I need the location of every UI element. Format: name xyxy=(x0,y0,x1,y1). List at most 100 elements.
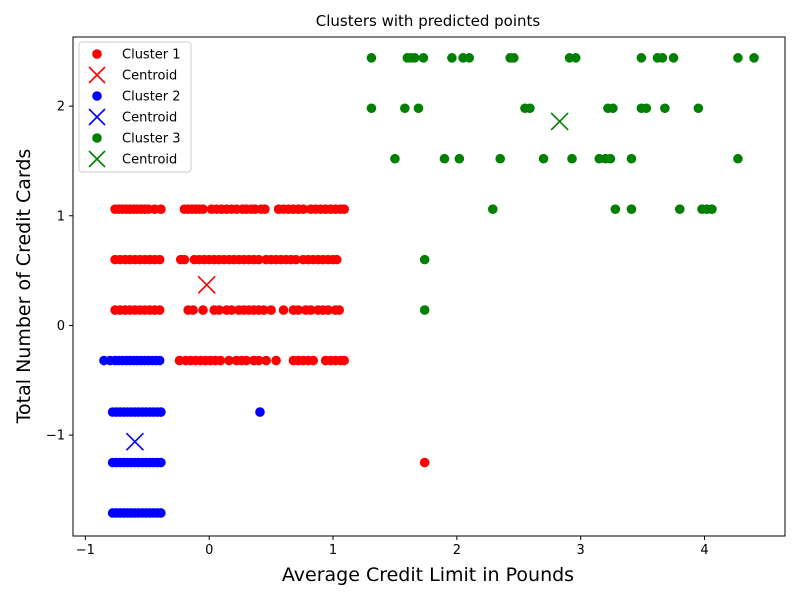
x-tick-label: −1 xyxy=(76,543,95,558)
legend-label: Centroid xyxy=(122,153,177,168)
data-point xyxy=(331,254,342,265)
legend-label: Centroid xyxy=(122,111,177,126)
data-point xyxy=(495,153,506,164)
data-point xyxy=(154,355,165,366)
data-point xyxy=(188,305,198,315)
data-point xyxy=(674,204,685,214)
plot-marks xyxy=(99,53,759,518)
legend-item: Centroid xyxy=(88,150,177,168)
plot-frame xyxy=(72,36,786,537)
legend-label: Cluster 3 xyxy=(122,132,181,147)
data-point xyxy=(487,204,498,214)
y-tick-label: 2 xyxy=(57,100,65,115)
data-point xyxy=(156,407,166,417)
x-tick-label: 4 xyxy=(700,543,708,558)
data-point xyxy=(266,305,276,315)
data-point xyxy=(323,305,333,315)
data-point xyxy=(278,305,289,315)
y-tick-label: 0 xyxy=(57,319,65,334)
series-2 xyxy=(99,355,265,518)
legend-marker-x xyxy=(88,108,106,126)
data-point xyxy=(413,103,424,114)
data-point xyxy=(308,355,319,366)
legend-marker-x xyxy=(88,66,106,84)
centroid-marker xyxy=(197,275,216,294)
series-5 xyxy=(550,112,569,131)
data-point xyxy=(439,153,450,164)
legend-box xyxy=(78,41,192,173)
legend-label: Centroid xyxy=(122,69,177,84)
data-point xyxy=(418,53,429,63)
data-point xyxy=(509,53,519,63)
data-point xyxy=(447,53,457,63)
data-point xyxy=(636,53,647,63)
data-point xyxy=(271,355,281,366)
data-point xyxy=(255,407,265,417)
data-point xyxy=(419,457,430,468)
legend-item: Cluster 3 xyxy=(92,132,181,147)
legend-label: Cluster 2 xyxy=(122,90,181,105)
series-1 xyxy=(197,275,216,294)
data-point xyxy=(154,305,165,315)
data-point xyxy=(214,305,224,315)
y-axis-label: Total Number of Credit Cards xyxy=(13,149,35,425)
data-point xyxy=(298,204,309,214)
data-point xyxy=(657,53,668,63)
data-point xyxy=(570,53,581,63)
data-point xyxy=(419,254,430,265)
legend-item: Centroid xyxy=(88,66,177,84)
data-point xyxy=(156,508,166,518)
data-point xyxy=(261,355,271,366)
data-point xyxy=(154,254,165,265)
data-point xyxy=(241,355,252,366)
legend-item: Cluster 1 xyxy=(92,48,181,63)
x-axis-label: Average Credit Limit in Pounds xyxy=(282,564,574,586)
legend-item: Cluster 2 xyxy=(92,90,181,105)
data-point xyxy=(198,204,208,214)
data-point xyxy=(390,153,400,164)
series-4 xyxy=(366,53,759,315)
data-point xyxy=(626,204,637,214)
data-point xyxy=(538,153,549,164)
data-point xyxy=(339,355,349,366)
y-axis: −1 0 1 2 xyxy=(46,100,73,444)
data-point xyxy=(198,305,208,315)
data-point xyxy=(339,204,349,214)
data-point xyxy=(291,254,301,265)
legend-label: Cluster 1 xyxy=(122,48,181,63)
legend-item: Centroid xyxy=(88,108,177,126)
data-point xyxy=(226,305,237,315)
data-point xyxy=(293,305,304,315)
data-point xyxy=(567,153,577,164)
data-point xyxy=(409,53,420,63)
data-point xyxy=(610,204,621,214)
data-point xyxy=(608,103,618,114)
data-point xyxy=(626,153,637,164)
data-point xyxy=(179,254,190,265)
data-point xyxy=(525,103,535,114)
x-axis: −1 0 1 2 3 4 xyxy=(76,536,709,558)
data-point xyxy=(668,53,679,63)
data-point xyxy=(224,355,234,366)
data-point xyxy=(749,53,759,63)
y-tick-label: −1 xyxy=(46,429,65,444)
data-point xyxy=(733,53,743,63)
data-point xyxy=(464,53,475,63)
data-point xyxy=(733,153,743,164)
legend-marker-dot xyxy=(92,133,102,143)
data-point xyxy=(253,254,264,265)
data-point xyxy=(366,103,377,114)
data-point xyxy=(366,53,377,63)
data-point xyxy=(400,103,410,114)
data-point xyxy=(334,305,345,315)
x-tick-label: 2 xyxy=(453,543,461,558)
data-point xyxy=(156,204,166,214)
centroid-marker xyxy=(125,432,144,451)
data-point xyxy=(641,103,652,114)
legend-marker-x xyxy=(88,150,106,168)
data-point xyxy=(693,103,704,114)
data-point xyxy=(260,204,270,214)
data-point xyxy=(454,153,465,164)
legend-marker-dot xyxy=(92,91,102,101)
x-tick-label: 1 xyxy=(329,543,337,558)
